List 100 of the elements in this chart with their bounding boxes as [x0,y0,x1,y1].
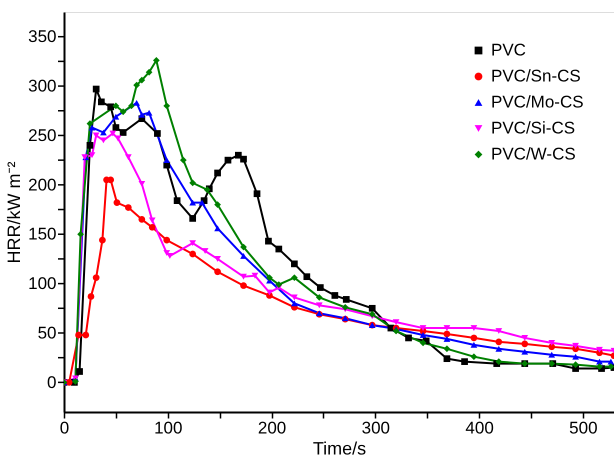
point [120,108,127,116]
legend-label: PVC/Mo-CS [491,92,584,112]
point [112,102,120,110]
point [189,240,196,246]
legend-label: PVC [491,40,526,60]
point [214,170,221,176]
point [112,124,120,131]
point [596,358,603,365]
point [189,180,196,186]
point [100,130,107,136]
point [92,274,100,282]
point [252,272,258,279]
point [444,355,450,362]
point [495,346,502,352]
point [444,325,450,331]
point [180,156,187,164]
point [163,250,170,256]
point [275,281,282,288]
point [88,124,96,130]
y-axis-title: HRR/kW m⁻² [4,162,24,264]
point [109,130,116,136]
point [596,346,603,353]
x-tick-label: 100 [154,418,182,438]
point [342,296,350,303]
point [303,273,310,280]
point [75,332,82,338]
point [128,102,135,110]
point [342,304,349,311]
point [66,379,73,386]
point [240,274,247,280]
point [470,353,478,360]
point [265,238,272,244]
point [138,180,146,187]
point [86,120,94,127]
point [420,325,426,331]
point [548,340,556,346]
point [224,156,232,164]
x-axis-title: Time/s [312,438,366,458]
point [608,363,614,370]
point [521,335,528,341]
point [88,293,94,300]
point [86,142,94,149]
point [82,332,90,338]
x-tick-label: 300 [362,418,390,438]
point [189,200,196,206]
point [470,342,478,348]
legend-label: PVC/Sn-CS [491,66,581,86]
point [214,256,221,262]
point [92,86,100,92]
point [163,102,170,110]
point [444,345,450,352]
point [138,76,146,84]
x-tick-label: 0 [60,418,70,438]
point [368,310,376,318]
point [138,216,146,223]
point [444,330,450,338]
point [275,246,282,252]
point [114,136,122,142]
point [420,332,426,338]
point [461,358,468,365]
point [495,328,502,334]
point [77,230,84,238]
point [405,334,412,342]
point [174,197,180,204]
point [254,190,260,198]
point [154,130,161,137]
point [76,368,83,375]
point [163,236,170,244]
point [316,302,323,308]
x-tick-label: 400 [465,418,494,438]
point [120,129,127,136]
point [368,304,376,312]
point [392,319,400,326]
point [133,82,140,88]
point [148,217,156,224]
point [572,342,579,349]
point [240,244,247,250]
point [521,348,528,355]
point [124,204,132,211]
y-tick-label: 350 [28,27,56,46]
point [214,225,221,232]
point [444,336,450,342]
point [316,294,323,301]
point [146,110,152,116]
point [92,132,100,138]
legend-label: PVC/W-CS [491,144,576,164]
point [240,156,247,163]
legend-label: PVC/Si-CS [491,118,576,138]
y-tick-label: 50 [38,323,56,342]
point [548,352,556,358]
point [124,154,132,160]
x-tick-label: 200 [258,418,286,438]
point [291,300,298,306]
point [148,224,156,231]
point [470,325,478,331]
y-tick-label: 300 [28,76,56,96]
y-tick-label: 100 [28,274,56,294]
point [291,294,298,300]
point [99,236,106,244]
point [266,290,273,296]
